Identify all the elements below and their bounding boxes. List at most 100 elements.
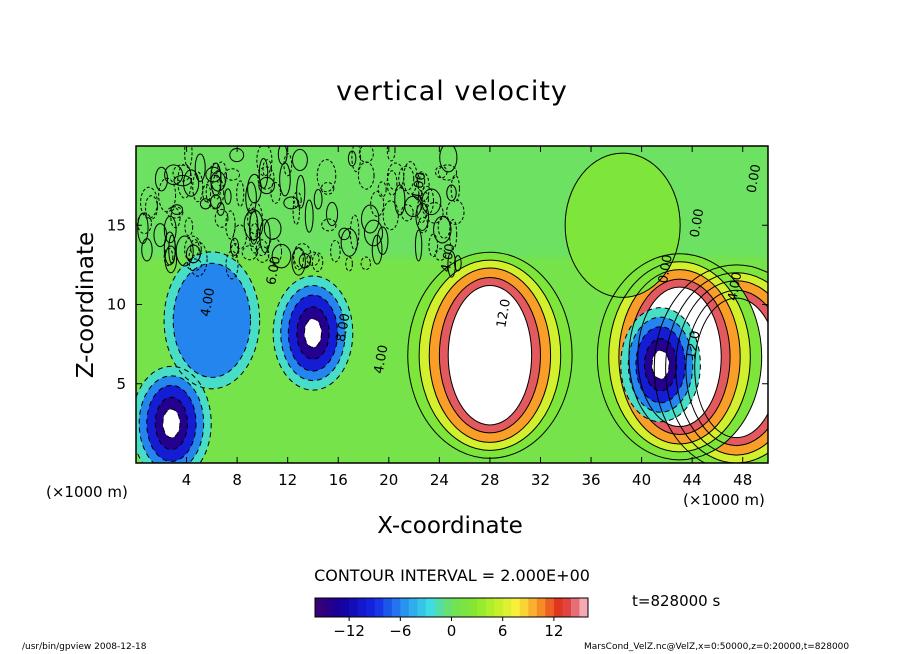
contour-label-3: 4.00 (372, 344, 392, 375)
contour-turbulence-57 (370, 190, 385, 217)
y-tick-label-15: 15 (107, 216, 126, 234)
contour-turbulence-131 (363, 219, 384, 247)
contour-updraft-0-4 (447, 284, 533, 426)
contour-turbulence-136 (404, 195, 422, 218)
contour-turbulence-61 (243, 209, 264, 241)
colorbar-cell-12 (417, 598, 427, 617)
contour-turbulence-117 (449, 219, 458, 250)
contour-downdraft-7-1 (172, 262, 252, 378)
x-tick-label-28: 28 (480, 471, 499, 489)
field-updraft-3-level-0 (565, 153, 681, 298)
contour-turbulence-29 (338, 227, 351, 241)
chart-title: vertical velocity (336, 76, 568, 107)
contour-turbulence-21 (183, 169, 200, 197)
contour-turbulence-0 (292, 191, 302, 209)
contour-downdraft-5-2 (635, 326, 686, 404)
contour-turbulence-40 (199, 198, 212, 210)
contour-turbulence-116 (447, 250, 456, 278)
contour-turbulence-139 (270, 181, 281, 204)
x-tick-label-4: 4 (182, 471, 192, 489)
contour-turbulence-52 (177, 163, 193, 199)
contour-turbulence-120 (283, 196, 300, 210)
contour-label-9: 4.00 (726, 271, 746, 302)
contour-turbulence-137 (194, 153, 206, 182)
colorbar-cell-29 (562, 598, 572, 617)
contour-turbulence-76 (417, 172, 430, 202)
colorbar-cell-9 (391, 598, 401, 617)
contour-labels: 4.00 6.00 8.00 4.00 4.00 4.00 12.0 0.00 0.00 4.00… (198, 163, 764, 375)
time-label: t=828000 s (632, 592, 721, 610)
contour-turbulence-108 (241, 245, 258, 261)
contour-updraft-1-0 (653, 264, 768, 463)
x-tick-label-12: 12 (278, 471, 297, 489)
contour-turbulence-103 (394, 184, 406, 216)
contour-turbulence-129 (428, 233, 439, 258)
contour-turbulence-119 (175, 235, 194, 267)
contour-turbulence-55 (358, 146, 374, 164)
contour-turbulence-56 (313, 189, 323, 210)
contour-turbulence-84 (438, 164, 458, 181)
contour-turbulence-113 (340, 228, 358, 257)
contour-downdraft-6-3 (154, 396, 189, 451)
contour-turbulence-51 (434, 165, 448, 179)
colorbar-cell-31 (579, 598, 589, 617)
contour-turbulence-135 (357, 161, 375, 190)
contour-turbulence-72 (153, 223, 168, 248)
contour-turbulence-24 (293, 247, 304, 271)
contour-turbulence-115 (360, 204, 380, 234)
contour-turbulence-63 (232, 224, 247, 250)
contour-turbulence-14 (371, 234, 383, 265)
x-axis-unit-left: (×1000 m) (46, 483, 128, 501)
colorbar-cell-5 (357, 598, 367, 617)
contour-downdraft-6-1 (138, 375, 205, 463)
x-axis-unit-right: (×1000 m) (683, 491, 765, 509)
contour-turbulence-13 (400, 204, 414, 222)
contour-turbulence-74 (184, 217, 194, 237)
colorbar-cell-6 (366, 598, 376, 617)
contour-turbulence-125 (224, 188, 232, 205)
contour-turbulence-39 (450, 174, 460, 203)
colorbar-label-0: 0 (447, 622, 457, 640)
colorbar-cell-16 (451, 598, 461, 617)
x-tick-label-32: 32 (531, 471, 550, 489)
contour-turbulence-122 (202, 183, 212, 203)
colorbar-cell-30 (570, 598, 580, 617)
contour-turbulence-32 (304, 199, 314, 233)
contour-turbulence-96 (433, 216, 452, 244)
contour-downdraft-6-0 (136, 365, 212, 463)
x-tick-label-40: 40 (632, 471, 651, 489)
contour-turbulence-60 (417, 216, 429, 234)
contour-turbulence-49 (225, 210, 236, 240)
x-axis: 4 8 12 16 20 24 28 32 36 40 44 48 (182, 146, 752, 489)
contour-turbulence-105 (386, 146, 396, 162)
contour-turbulence-54 (386, 170, 398, 196)
colorbar: −12 −6 0 6 12 (314, 597, 589, 640)
contour-turbulence-112 (216, 202, 225, 216)
contour-label-2: 8.00 (334, 312, 354, 343)
contour-label-8: 0.00 (656, 253, 676, 284)
contour-turbulence-79 (205, 166, 222, 183)
contour-updraft-2-0 (596, 253, 763, 461)
contour-turbulence-81 (225, 250, 239, 280)
contour-turbulence-87 (321, 218, 337, 232)
contour-turbulence-95 (291, 247, 306, 276)
contour-turbulence-133 (245, 181, 257, 214)
x-tick-label-8: 8 (232, 471, 242, 489)
contour-label-7: 0.00 (688, 208, 708, 239)
colorbar-cell-26 (536, 598, 546, 617)
contour-downdraft-5-4 (651, 349, 670, 380)
contour-label-5: 4.00 (439, 242, 459, 273)
y-axis-label: Z-coordinate (73, 231, 99, 379)
contour-downdraft-4-4 (303, 318, 322, 348)
contour-turbulence-65 (292, 198, 300, 225)
contour-downdraft-5-1 (627, 316, 694, 413)
contour-turbulence-126 (247, 201, 263, 235)
contour-turbulence-46 (154, 166, 169, 192)
colorbar-label-6: 6 (498, 622, 508, 640)
contour-turbulence-77 (216, 161, 228, 188)
colorbar-cell-2 (332, 598, 342, 617)
colorbar-cell-22 (502, 598, 512, 617)
contour-turbulence-38 (417, 171, 426, 192)
y-axis: 5 10 15 (107, 216, 768, 393)
contour-turbulence-4 (188, 241, 208, 277)
